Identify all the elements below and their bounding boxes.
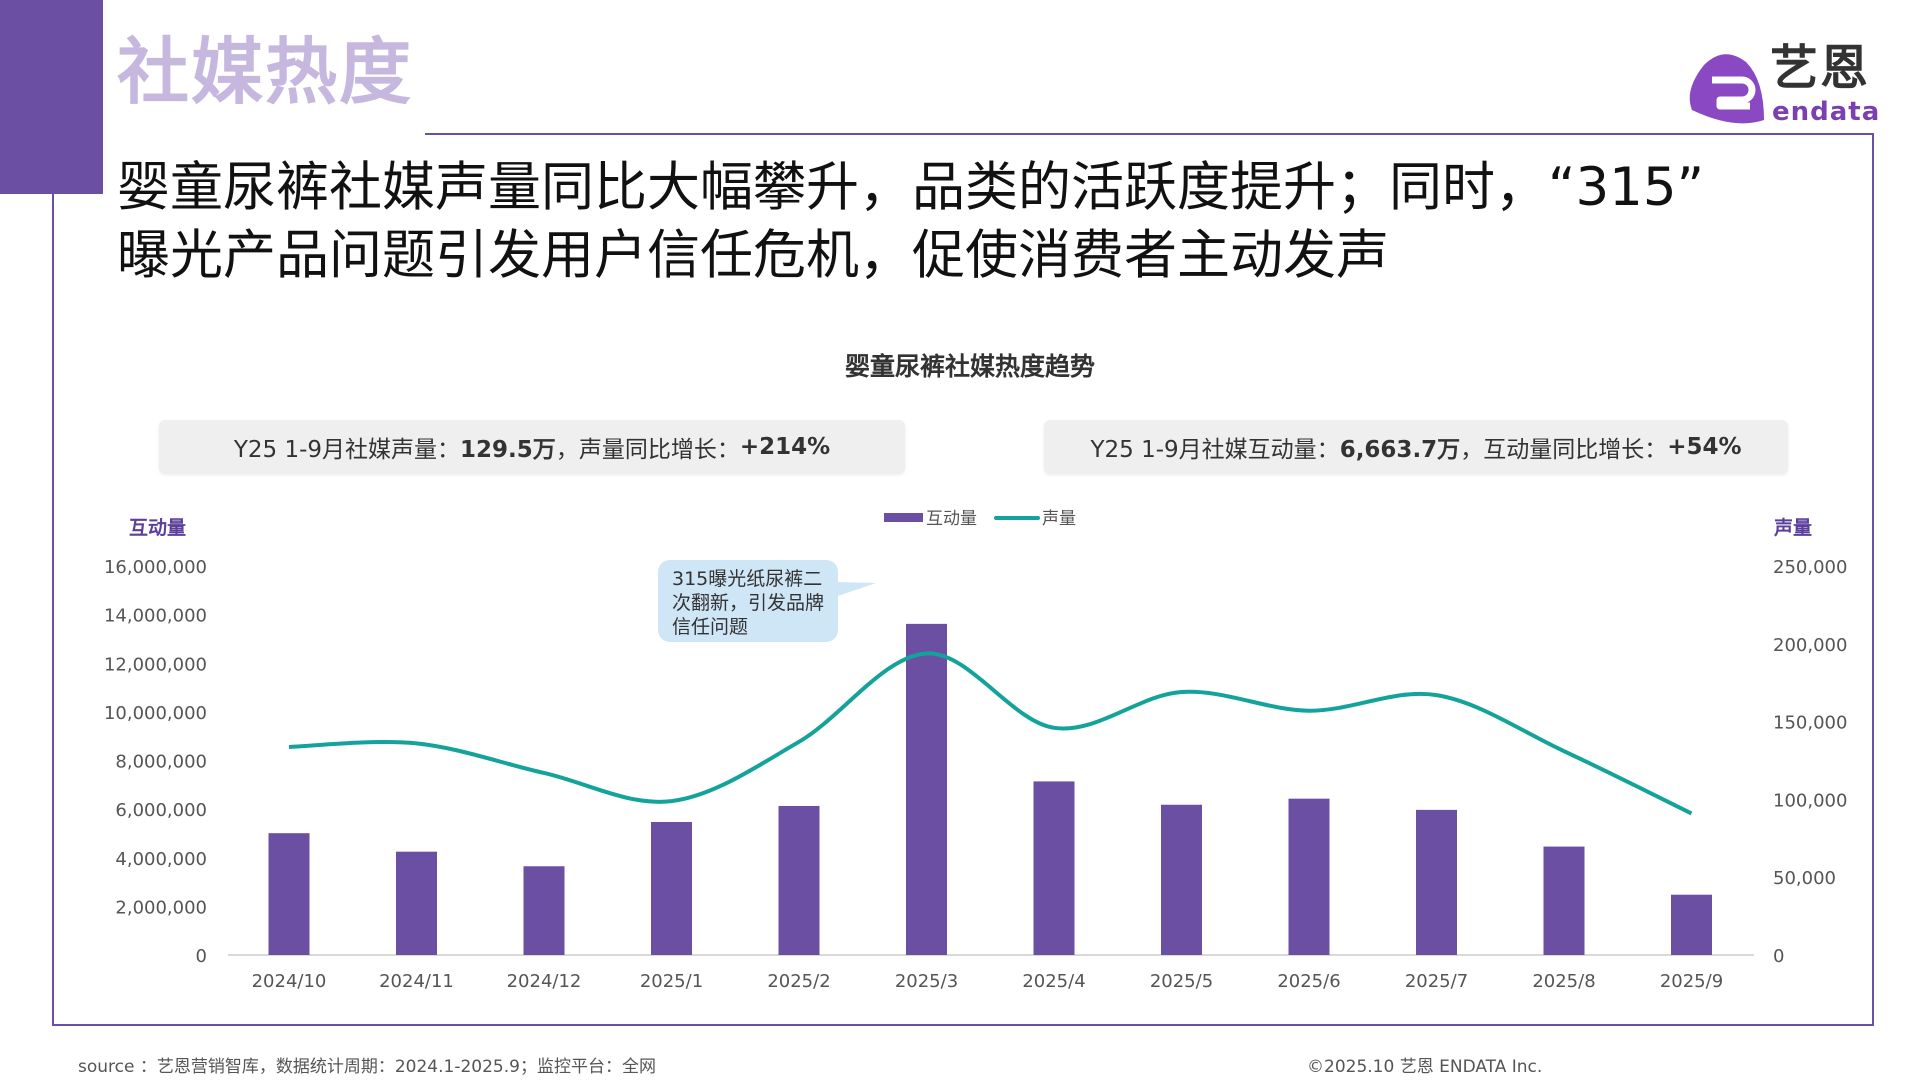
right-axis-title: 声量 [1773, 516, 1812, 539]
stat-value: 6,663.7万 [1339, 436, 1461, 463]
frame-line-bottom [52, 1024, 1874, 1026]
x-tick-label: 2025/4 [1022, 971, 1085, 992]
left-tick-label: 4,000,000 [115, 849, 207, 870]
bar-2025/5 [1161, 804, 1202, 955]
right-tick-label: 50,000 [1773, 868, 1836, 889]
bar-2025/1 [651, 822, 692, 955]
x-tick-label: 2025/8 [1532, 971, 1595, 992]
footer-copyright: ©2025.10 艺恩 ENDATA Inc. [1307, 1057, 1543, 1077]
bar-2025/2 [778, 805, 820, 955]
stat-growth: +54% [1667, 433, 1742, 460]
stat-prefix: Y25 1-9月社媒声量： [233, 436, 461, 463]
right-tick-label: 100,000 [1773, 790, 1847, 811]
bar-2024/12 [523, 866, 565, 955]
left-tick-label: 6,000,000 [115, 800, 207, 821]
endata-logo-icon [1689, 54, 1764, 124]
headline: 婴童尿裤社媒声量同比大幅攀升，品类的活跃度提升；同时，“315” 曝光产品问题引… [117, 154, 1704, 290]
left-tick-label: 2,000,000 [115, 897, 207, 918]
legend-label-bar: 互动量 [926, 509, 977, 529]
callout-bubble [658, 560, 876, 642]
section-title: 社媒热度 [117, 30, 414, 114]
x-tick-label: 2025/6 [1277, 971, 1340, 992]
left-tick-label: 8,000,000 [115, 752, 207, 773]
frame-line-top [425, 133, 1873, 135]
logo-text-cn: 艺恩 [1770, 40, 1871, 96]
x-tick-label: 2025/2 [767, 971, 830, 992]
callout-line-2: 次翻新，引发品牌 [672, 592, 824, 614]
callout-line-3: 信任问题 [672, 616, 748, 638]
bar-2024/10 [268, 833, 310, 955]
bar-2024/11 [396, 851, 437, 955]
left-tick-label: 12,000,000 [104, 654, 207, 675]
stat-growth: +214% [739, 433, 831, 460]
side-accent-block [0, 0, 103, 194]
x-tick-label: 2025/5 [1150, 971, 1213, 992]
series-line-volume [288, 651, 1693, 816]
legend-swatch-bar [884, 513, 923, 522]
chart-title: 婴童尿裤社媒热度趋势 [844, 352, 1095, 381]
stat-box-interaction: Y25 1-9月社媒互动量： 6,663.7万 ，互动量同比增长： +54% [1044, 420, 1788, 473]
bar-2025/8 [1543, 846, 1585, 955]
x-tick-label: 2024/12 [507, 971, 582, 992]
x-tick-label: 2024/11 [379, 971, 454, 992]
x-tick-label: 2025/7 [1405, 971, 1468, 992]
right-tick-label: 150,000 [1773, 713, 1847, 734]
headline-line-1: 婴童尿裤社媒声量同比大幅攀升，品类的活跃度提升；同时，“315” [117, 157, 1705, 218]
stat-box-volume: Y25 1-9月社媒声量： 129.5万 ，声量同比增长： +214% [159, 420, 905, 473]
right-tick-label: 250,000 [1773, 557, 1847, 578]
callout-line-1: 315曝光纸尿裤二 [672, 568, 822, 590]
bar-2025/3 [906, 623, 947, 955]
stat-value: 129.5万 [460, 436, 556, 463]
left-tick-label: 0 [196, 946, 207, 967]
headline-line-2: 曝光产品问题引发用户信任危机，促使消费者主动发声 [117, 225, 1389, 286]
left-tick-label: 14,000,000 [104, 606, 207, 627]
frame-line-left [52, 194, 54, 1026]
footer-source: source ：艺恩营销智库，数据统计周期：2024.1-2025.9；监控平台… [78, 1057, 656, 1077]
bar-2025/7 [1416, 809, 1457, 955]
right-tick-label: 0 [1773, 946, 1784, 967]
x-tick-label: 2025/3 [895, 971, 958, 992]
left-tick-label: 10,000,000 [104, 703, 207, 724]
legend: 互动量 声量 [884, 509, 1076, 529]
bar-2025/9 [1671, 894, 1712, 955]
logo-text-en: endata [1772, 97, 1881, 127]
annotation-callout: 315曝光纸尿裤二 次翻新，引发品牌 信任问题 [658, 560, 876, 642]
bar-2025/6 [1288, 798, 1330, 955]
bar-2025/4 [1033, 781, 1075, 955]
x-tick-label: 2024/10 [252, 971, 327, 992]
left-axis-title: 互动量 [129, 517, 186, 539]
stat-prefix: Y25 1-9月社媒互动量： [1090, 436, 1340, 463]
left-tick-label: 16,000,000 [104, 557, 207, 578]
frame-line-right [1872, 133, 1874, 1026]
x-tick-label: 2025/9 [1660, 971, 1723, 992]
legend-label-line: 声量 [1042, 509, 1076, 529]
right-tick-label: 200,000 [1773, 635, 1847, 656]
stat-mid: ，声量同比增长： [555, 436, 740, 463]
x-tick-label: 2025/1 [640, 971, 703, 992]
stat-mid: ，互动量同比增长： [1460, 436, 1668, 463]
